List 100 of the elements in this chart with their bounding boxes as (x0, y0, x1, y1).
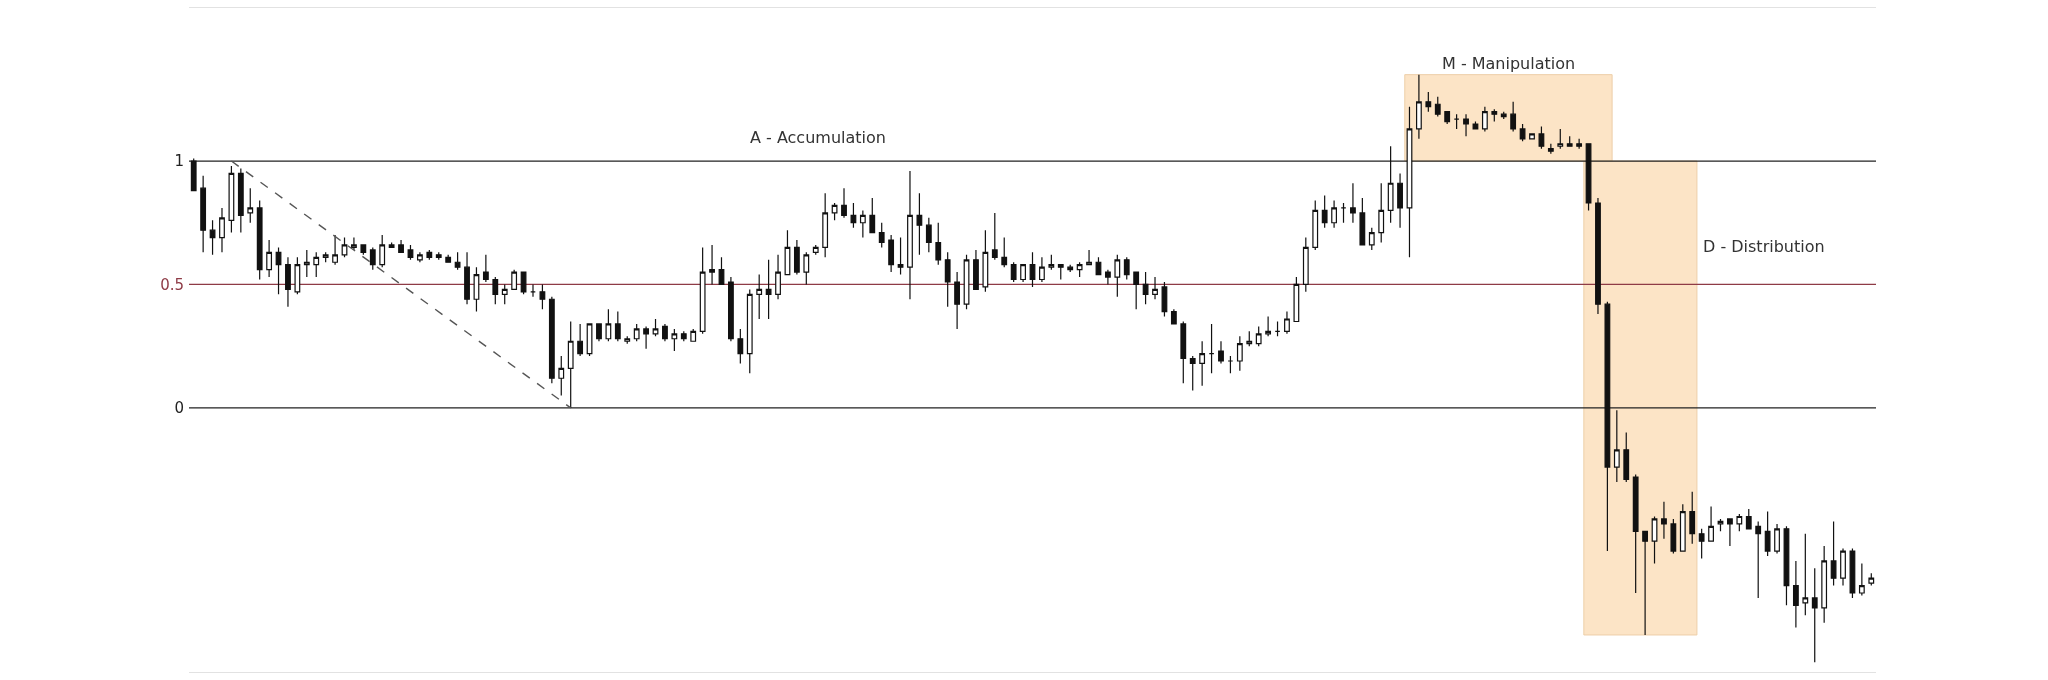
candlestick (793, 239, 800, 276)
candlestick (775, 254, 781, 300)
candlestick (869, 197, 876, 234)
candlestick (1189, 355, 1196, 392)
candlestick (1717, 518, 1724, 532)
candlestick (303, 249, 310, 278)
candlestick (718, 256, 725, 286)
candlestick (1745, 508, 1752, 530)
candlestick (1086, 249, 1092, 266)
candlestick (1236, 335, 1243, 372)
candlestick (1651, 515, 1658, 564)
candlestick (1774, 523, 1780, 555)
candlestick (1434, 96, 1441, 118)
candlestick (1274, 320, 1281, 337)
candlestick (1595, 197, 1601, 315)
candlestick (1029, 251, 1036, 288)
candlestick (539, 283, 546, 310)
candlestick (1557, 128, 1564, 150)
candlestick (1180, 320, 1187, 384)
candlestick (435, 251, 442, 261)
candlestick (1830, 520, 1837, 587)
candlestick (1406, 106, 1413, 258)
candlestick (1613, 409, 1620, 483)
candlestick (398, 239, 404, 253)
candlestick (1849, 547, 1856, 599)
candlestick (1368, 227, 1375, 251)
candlestick (1453, 113, 1460, 130)
candlestick (680, 330, 687, 342)
candlestick (501, 283, 508, 305)
candlestick (1632, 473, 1639, 594)
candlestick (1265, 315, 1272, 337)
candlestick (690, 328, 697, 342)
candlestick (1802, 533, 1809, 616)
candlestick (662, 323, 668, 342)
candlestick (1048, 254, 1055, 271)
candlestick (605, 308, 612, 342)
candlestick (190, 157, 197, 192)
candlestick (916, 192, 923, 256)
y-tick-label: 0 (174, 399, 184, 418)
annotation: D - Distribution (1703, 237, 1825, 256)
candlestick (1359, 197, 1366, 246)
candlestick (1425, 91, 1432, 113)
candlestick (935, 222, 942, 266)
candlestick (1821, 545, 1828, 624)
candlestick (266, 239, 273, 278)
candlestick (209, 219, 216, 256)
candlestick (548, 296, 555, 384)
candlestick (596, 323, 602, 342)
candlestick (586, 323, 593, 357)
candlestick (1727, 518, 1733, 547)
candlestick (1170, 308, 1177, 325)
annotation: M - Manipulation (1442, 54, 1576, 73)
candlestick (614, 311, 621, 342)
candlestick (1331, 199, 1337, 229)
candlestick (954, 271, 961, 330)
candlestick (567, 320, 574, 409)
candlestick (1736, 513, 1743, 532)
candlestick (1858, 562, 1865, 597)
candlestick (1057, 264, 1064, 281)
candlestick (765, 259, 772, 320)
candlestick (1463, 113, 1469, 137)
candlestick (369, 246, 376, 271)
candlestick (464, 251, 470, 305)
candlestick (1792, 560, 1799, 629)
candlestick (1481, 106, 1488, 133)
y-tick-label: 1 (174, 152, 184, 171)
candlestick (426, 249, 433, 261)
candlestick (728, 276, 734, 342)
candlestick (1039, 256, 1045, 283)
candlestick (652, 318, 659, 337)
candlestick (1500, 111, 1507, 120)
candlestick (1302, 236, 1309, 293)
candlestick (1312, 199, 1319, 251)
candlestick (237, 167, 244, 234)
candlestick (1208, 323, 1215, 374)
candlestick (228, 165, 235, 234)
candlestick (973, 249, 979, 290)
candlestick (1397, 172, 1403, 229)
candlestick (850, 202, 857, 229)
candlestick (454, 251, 461, 271)
candlestick (388, 241, 395, 249)
candlestick (822, 192, 829, 258)
candlestick (1246, 330, 1253, 347)
candlestick (530, 283, 536, 298)
candlestick (1104, 269, 1111, 286)
candlestick (991, 212, 998, 261)
candlestick (1547, 143, 1554, 155)
candlestick (275, 246, 282, 295)
candlestick (1670, 518, 1677, 555)
candlestick (1811, 567, 1818, 663)
candlestick (633, 323, 640, 342)
candlestick (473, 266, 480, 313)
candlestick (1642, 530, 1649, 636)
candlestick (746, 288, 753, 374)
candlestick (247, 187, 254, 224)
candlestick (812, 244, 819, 256)
candlestick (859, 209, 866, 239)
candlestick (1868, 572, 1875, 587)
candlestick (1679, 503, 1686, 552)
candlestick (351, 236, 357, 251)
